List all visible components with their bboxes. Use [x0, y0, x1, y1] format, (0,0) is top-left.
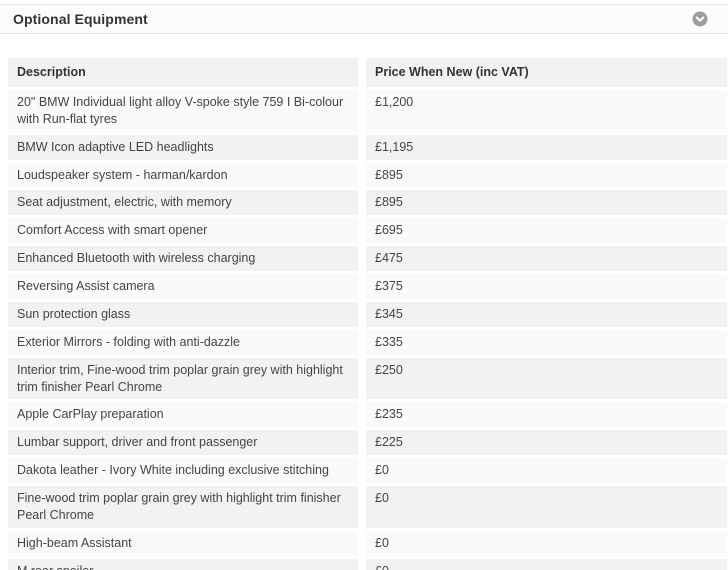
- equipment-description: Apple CarPlay preparation: [8, 402, 358, 428]
- table-row: Lumbar support, driver and front passeng…: [8, 430, 727, 456]
- equipment-price: £235: [366, 402, 727, 428]
- equipment-price: £1,195: [366, 134, 727, 160]
- equipment-description: Lumbar support, driver and front passeng…: [8, 430, 358, 456]
- table-row: BMW Icon adaptive LED headlights £1,195: [8, 134, 727, 160]
- table-row: Seat adjustment, electric, with memory £…: [8, 190, 727, 216]
- equipment-description: 20" BMW Individual light alloy V-spoke s…: [8, 89, 358, 132]
- equipment-price: £695: [366, 218, 727, 244]
- equipment-price: £475: [366, 246, 727, 271]
- equipment-description: Interior trim, Fine-wood trim poplar gra…: [8, 357, 358, 400]
- table-row: Dakota leather - Ivory White including e…: [8, 458, 727, 483]
- table-row: Sun protection glass £345: [8, 301, 727, 327]
- equipment-description: Fine-wood trim poplar grain grey with hi…: [8, 486, 358, 528]
- equipment-description: Exterior Mirrors - folding with anti-daz…: [8, 329, 358, 355]
- table-row: Loudspeaker system - harman/kardon £895: [8, 162, 727, 188]
- equipment-price: £0: [366, 486, 727, 528]
- equipment-price: £335: [366, 329, 727, 355]
- equipment-price: £895: [366, 190, 727, 216]
- table-row: High-beam Assistant £0: [8, 530, 727, 556]
- table-row: Interior trim, Fine-wood trim poplar gra…: [8, 357, 727, 400]
- table-row: Exterior Mirrors - folding with anti-daz…: [8, 329, 727, 355]
- optional-equipment-section-header[interactable]: Optional Equipment: [0, 4, 728, 34]
- table-row: 20" BMW Individual light alloy V-spoke s…: [8, 89, 727, 132]
- equipment-description: Seat adjustment, electric, with memory: [8, 190, 358, 216]
- equipment-description: Enhanced Bluetooth with wireless chargin…: [8, 246, 358, 271]
- equipment-description: Loudspeaker system - harman/kardon: [8, 162, 358, 188]
- equipment-description: BMW Icon adaptive LED headlights: [8, 134, 358, 160]
- equipment-price: £375: [366, 274, 727, 299]
- equipment-price: £895: [366, 162, 727, 188]
- equipment-description: M rear spoiler: [8, 558, 358, 570]
- equipment-table-body: 20" BMW Individual light alloy V-spoke s…: [8, 89, 727, 570]
- table-row: Enhanced Bluetooth with wireless chargin…: [8, 246, 727, 271]
- equipment-description: Sun protection glass: [8, 301, 358, 327]
- page-title: Optional Equipment: [13, 11, 148, 27]
- table-row: Comfort Access with smart opener £695: [8, 218, 727, 244]
- equipment-price: £250: [366, 357, 727, 400]
- table-row: Fine-wood trim poplar grain grey with hi…: [8, 486, 727, 528]
- equipment-description: Comfort Access with smart opener: [8, 218, 358, 244]
- equipment-description: High-beam Assistant: [8, 530, 358, 556]
- table-row: Reversing Assist camera £375: [8, 274, 727, 299]
- equipment-description: Dakota leather - Ivory White including e…: [8, 458, 358, 483]
- column-header-price: Price When New (inc VAT): [366, 58, 727, 87]
- collapse-toggle-button[interactable]: [692, 11, 708, 27]
- column-header-description: Description: [8, 58, 358, 87]
- equipment-price: £345: [366, 301, 727, 327]
- table-row: Apple CarPlay preparation £235: [8, 402, 727, 428]
- table-header-row: Description Price When New (inc VAT): [8, 58, 727, 87]
- equipment-price: £1,200: [366, 89, 727, 132]
- equipment-price: £225: [366, 430, 727, 456]
- optional-equipment-table: Description Price When New (inc VAT) 20"…: [8, 58, 727, 570]
- equipment-price: £0: [366, 530, 727, 556]
- chevron-down-icon: [692, 11, 708, 27]
- equipment-price: £0: [366, 458, 727, 483]
- equipment-description: Reversing Assist camera: [8, 274, 358, 299]
- equipment-price: £0: [366, 558, 727, 570]
- table-row: M rear spoiler £0: [8, 558, 727, 570]
